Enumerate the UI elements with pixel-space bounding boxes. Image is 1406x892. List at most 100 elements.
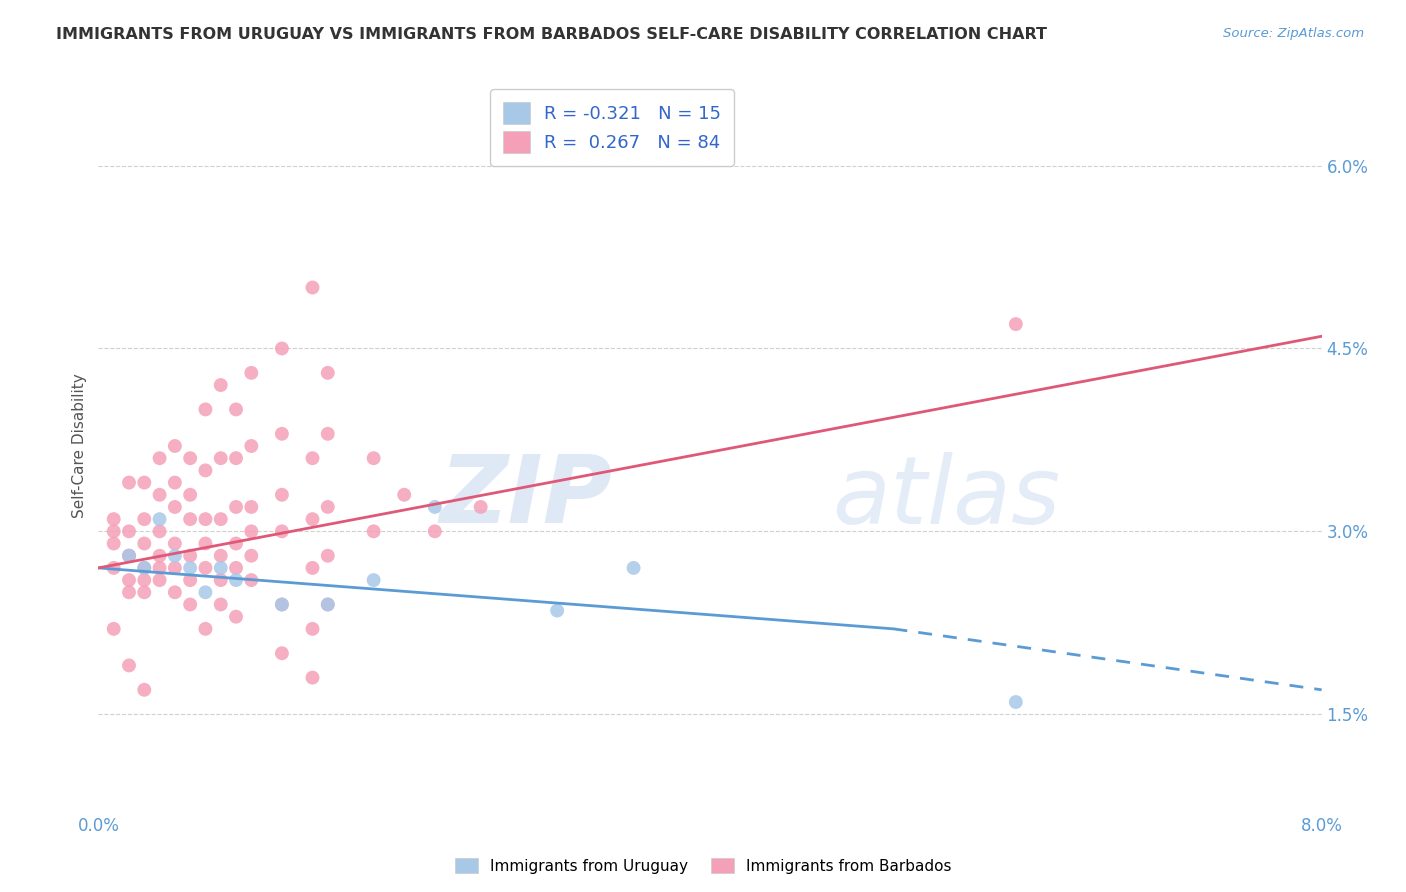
Point — [134, 585, 156, 599]
Point — [270, 426, 294, 441]
Point — [270, 488, 294, 502]
Point — [103, 536, 125, 550]
Point — [316, 366, 339, 380]
Point — [103, 512, 125, 526]
Point — [194, 622, 217, 636]
Point — [546, 604, 568, 618]
Point — [118, 549, 141, 563]
Point — [163, 561, 186, 575]
Point — [1004, 317, 1026, 331]
Point — [240, 500, 263, 514]
Point — [179, 598, 201, 612]
Point — [194, 561, 217, 575]
Point — [240, 549, 263, 563]
Point — [118, 549, 141, 563]
Point — [316, 426, 339, 441]
Point — [209, 561, 232, 575]
Point — [225, 536, 247, 550]
Point — [149, 573, 172, 587]
Point — [149, 561, 172, 575]
Point — [301, 512, 323, 526]
Point — [301, 671, 323, 685]
Point — [194, 585, 217, 599]
Point — [301, 451, 323, 466]
Point — [270, 524, 294, 539]
Point — [194, 512, 217, 526]
Point — [225, 561, 247, 575]
Point — [134, 536, 156, 550]
Point — [134, 561, 156, 575]
Legend: R = -0.321   N = 15, R =  0.267   N = 84: R = -0.321 N = 15, R = 0.267 N = 84 — [491, 89, 734, 166]
Point — [163, 549, 186, 563]
Point — [134, 682, 156, 697]
Point — [301, 622, 323, 636]
Point — [240, 366, 263, 380]
Y-axis label: Self-Care Disability: Self-Care Disability — [72, 374, 87, 518]
Text: Source: ZipAtlas.com: Source: ZipAtlas.com — [1223, 27, 1364, 40]
Point — [163, 439, 186, 453]
Point — [363, 573, 385, 587]
Point — [134, 512, 156, 526]
Point — [209, 573, 232, 587]
Point — [240, 524, 263, 539]
Point — [225, 573, 247, 587]
Point — [118, 524, 141, 539]
Point — [134, 475, 156, 490]
Point — [623, 561, 645, 575]
Point — [209, 598, 232, 612]
Point — [134, 573, 156, 587]
Point — [209, 512, 232, 526]
Point — [270, 342, 294, 356]
Point — [225, 500, 247, 514]
Point — [179, 512, 201, 526]
Point — [118, 585, 141, 599]
Text: atlas: atlas — [832, 451, 1060, 542]
Point — [316, 598, 339, 612]
Point — [316, 500, 339, 514]
Legend: Immigrants from Uruguay, Immigrants from Barbados: Immigrants from Uruguay, Immigrants from… — [449, 852, 957, 880]
Point — [163, 475, 186, 490]
Point — [225, 451, 247, 466]
Point — [149, 549, 172, 563]
Point — [134, 561, 156, 575]
Point — [194, 536, 217, 550]
Text: ZIP: ZIP — [439, 451, 612, 543]
Point — [163, 536, 186, 550]
Point — [103, 622, 125, 636]
Point — [316, 549, 339, 563]
Point — [270, 646, 294, 660]
Point — [118, 658, 141, 673]
Point — [149, 451, 172, 466]
Point — [225, 402, 247, 417]
Point — [1004, 695, 1026, 709]
Point — [270, 598, 294, 612]
Point — [179, 549, 201, 563]
Point — [179, 573, 201, 587]
Point — [301, 561, 323, 575]
Point — [118, 549, 141, 563]
Point — [179, 488, 201, 502]
Point — [118, 573, 141, 587]
Point — [103, 561, 125, 575]
Point — [179, 451, 201, 466]
Point — [163, 500, 186, 514]
Point — [194, 463, 217, 477]
Point — [470, 500, 492, 514]
Point — [316, 598, 339, 612]
Point — [149, 524, 172, 539]
Point — [209, 451, 232, 466]
Text: IMMIGRANTS FROM URUGUAY VS IMMIGRANTS FROM BARBADOS SELF-CARE DISABILITY CORRELA: IMMIGRANTS FROM URUGUAY VS IMMIGRANTS FR… — [56, 27, 1047, 42]
Point — [423, 524, 446, 539]
Point — [240, 439, 263, 453]
Point — [194, 402, 217, 417]
Point — [363, 524, 385, 539]
Point — [149, 488, 172, 502]
Point — [209, 378, 232, 392]
Point — [225, 609, 247, 624]
Point — [103, 524, 125, 539]
Point — [209, 549, 232, 563]
Point — [270, 598, 294, 612]
Point — [149, 512, 172, 526]
Point — [392, 488, 416, 502]
Point — [179, 561, 201, 575]
